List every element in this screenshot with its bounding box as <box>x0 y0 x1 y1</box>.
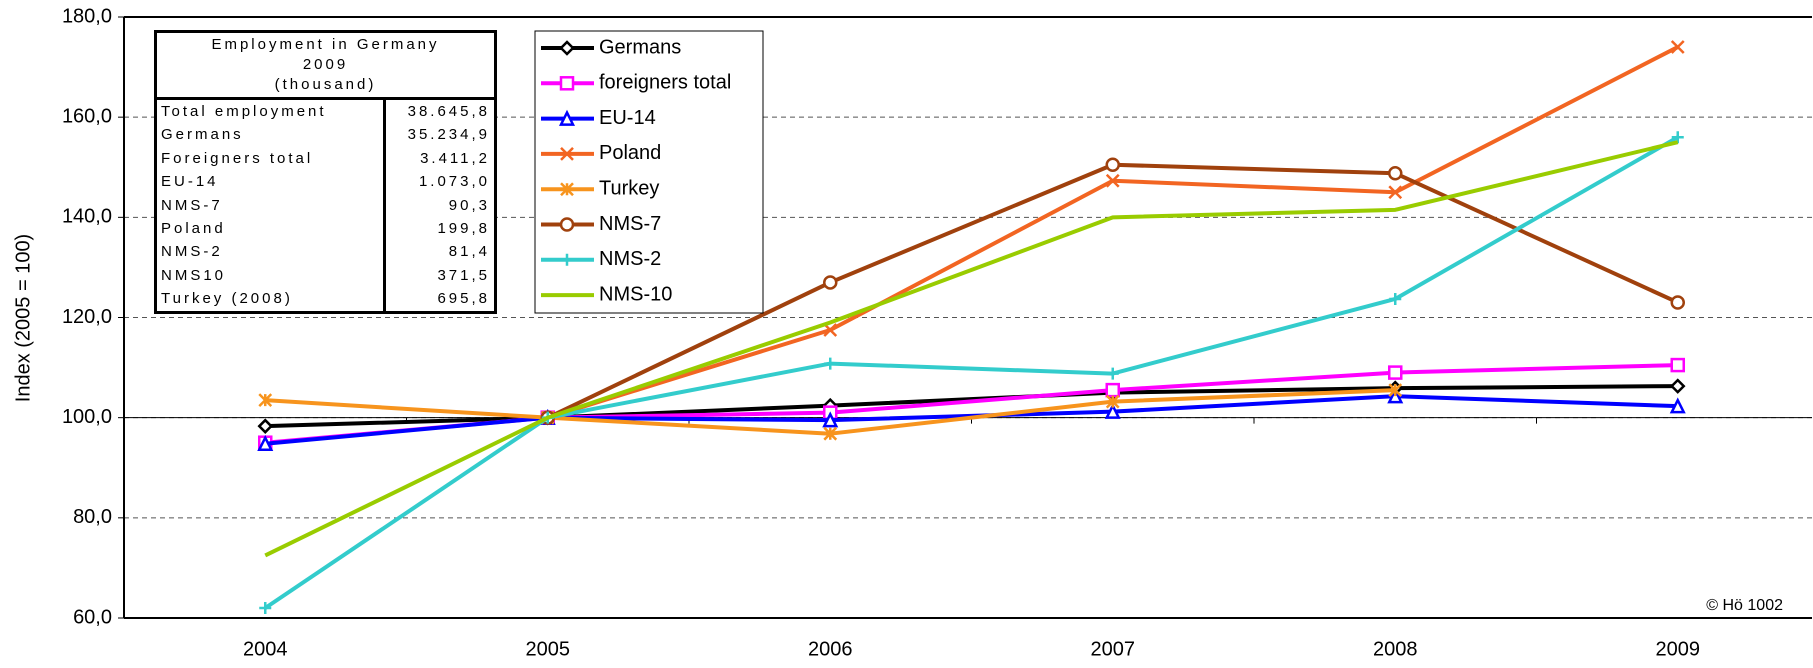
marker <box>1105 157 1120 172</box>
row-value: 199,8 <box>383 217 494 241</box>
marker <box>559 40 575 56</box>
y-tick-label: 80,0 <box>73 506 112 528</box>
y-tick-label: 180,0 <box>62 5 112 27</box>
table-row: Poland 199,8 <box>157 217 494 241</box>
y-tick-label: 100,0 <box>62 406 112 428</box>
marker <box>823 426 838 441</box>
table-title-line: (thousand) <box>274 76 377 93</box>
marker <box>1671 131 1684 144</box>
y-axis-title: Index (2005 = 100) <box>12 234 34 402</box>
row-label: Foreigners total <box>161 149 314 167</box>
copyright-note: © Hö 1002 <box>1706 597 1783 614</box>
marker <box>257 418 274 434</box>
marker <box>1388 185 1403 200</box>
marker <box>1670 295 1685 310</box>
table-title: Employment in Germany 2009 (thousand) <box>157 33 494 100</box>
table-row: Total employment 38.645,8 <box>157 100 494 124</box>
marker <box>258 393 273 408</box>
marker <box>1389 292 1402 305</box>
row-value: 371,5 <box>383 263 494 288</box>
marker <box>823 323 838 337</box>
marker <box>259 601 272 614</box>
marker <box>561 253 573 266</box>
row-value: 695,8 <box>383 287 494 311</box>
table-row: NMS-7 90,3 <box>157 193 494 218</box>
marker <box>1670 40 1685 54</box>
marker <box>1388 365 1403 380</box>
y-tick-label: 120,0 <box>62 306 112 328</box>
table-row: Foreigners total 3.411,2 <box>157 146 494 171</box>
marker <box>1105 394 1120 409</box>
row-value: 1.073,0 <box>383 170 494 194</box>
legend-label: NMS-7 <box>599 213 661 235</box>
table-row: Turkey (2008) 695,8 <box>157 287 494 311</box>
x-tick-label: 2007 <box>1091 638 1136 660</box>
legend-label: Poland <box>599 142 661 164</box>
marker <box>1670 357 1685 373</box>
table-row: EU-14 1.073,0 <box>157 170 494 194</box>
row-value: 3.411,2 <box>383 146 494 171</box>
legend-label: Turkey <box>599 177 659 199</box>
marker <box>560 182 574 197</box>
row-label: NMS-2 <box>161 243 223 261</box>
legend-label: NMS-2 <box>599 248 661 270</box>
series-line <box>265 384 1678 429</box>
marker <box>1106 367 1119 380</box>
x-tick-label: 2004 <box>243 638 288 660</box>
series-line <box>264 135 1679 610</box>
table-row: NMS10 371,5 <box>157 263 494 288</box>
legend-label: Germans <box>599 36 681 58</box>
y-tick-label: 60,0 <box>73 606 112 628</box>
marker <box>559 76 575 91</box>
marker <box>824 357 837 370</box>
marker <box>1105 382 1120 398</box>
table-title-line: 2009 <box>302 56 349 73</box>
row-label: Total employment <box>161 103 327 120</box>
marker <box>560 147 574 161</box>
marker <box>257 434 274 451</box>
series-line <box>264 140 1679 558</box>
row-label: EU-14 <box>161 173 219 191</box>
y-tick-label: 140,0 <box>62 206 112 228</box>
table-title-line: Employment in Germany <box>211 36 440 53</box>
marker <box>1388 166 1403 181</box>
marker <box>822 411 839 428</box>
x-tick-label: 2006 <box>808 638 853 660</box>
legend-label: foreigners total <box>599 72 731 94</box>
row-label: NMS10 <box>161 266 227 284</box>
marker <box>558 109 576 126</box>
row-label: Poland <box>161 220 226 238</box>
row-value: 81,4 <box>383 240 494 264</box>
x-tick-label: 2005 <box>526 638 571 660</box>
x-tick-label: 2009 <box>1656 638 1701 660</box>
table-row: NMS-2 81,4 <box>157 240 494 264</box>
row-label: Turkey (2008) <box>161 290 293 308</box>
inset-table: Employment in Germany 2009 (thousand) Tota… <box>154 30 497 314</box>
row-value: 35.234,9 <box>383 123 494 147</box>
row-value: 90,3 <box>383 193 494 218</box>
marker <box>1104 402 1121 419</box>
marker <box>823 275 838 290</box>
x-tick-label: 2008 <box>1373 638 1418 660</box>
legend-label: NMS-10 <box>599 283 672 305</box>
marker <box>1105 173 1120 188</box>
row-value: 38.645,8 <box>383 100 494 124</box>
marker <box>1387 387 1404 404</box>
series-line <box>265 363 1678 445</box>
marker <box>1388 383 1403 398</box>
legend-label: EU-14 <box>599 107 656 129</box>
table-body: Total employment 38.645,8 Germans 35.234,9 F… <box>157 100 494 311</box>
marker <box>559 217 575 232</box>
legend: Germans foreigners total EU-14 Poland Turkey… <box>534 30 764 314</box>
row-label: Germans <box>161 126 244 144</box>
y-tick-label: 160,0 <box>62 105 112 127</box>
table-row: Germans 35.234,9 <box>157 123 494 147</box>
marker <box>1669 397 1686 414</box>
row-label: NMS-7 <box>161 196 223 214</box>
marker <box>1669 378 1686 394</box>
